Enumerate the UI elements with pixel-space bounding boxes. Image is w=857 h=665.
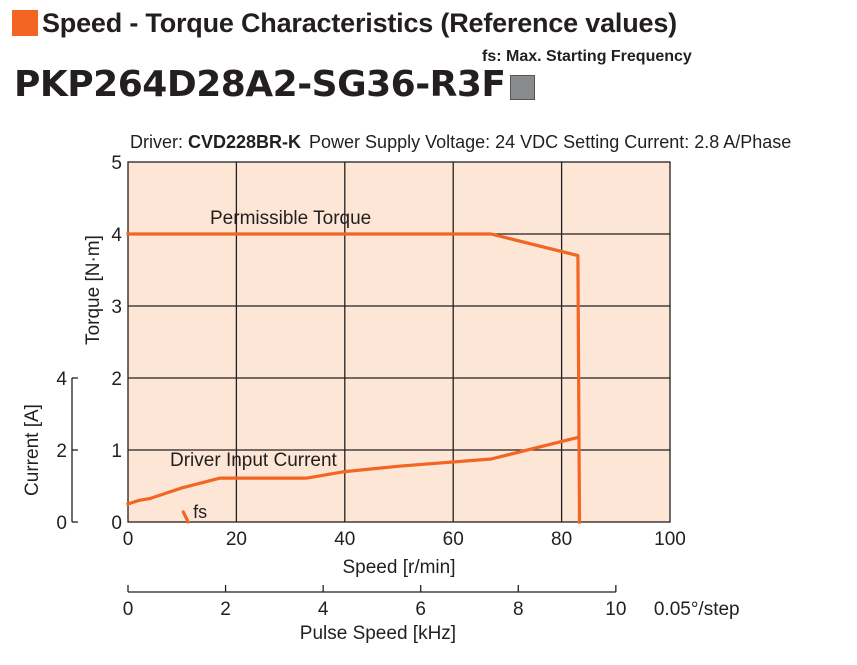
fs-note: fs: Max. Starting Frequency — [482, 48, 692, 65]
y-tick-label: 0 — [111, 513, 122, 534]
model-number: PKP264D28A2-SG36-R3F — [14, 62, 535, 106]
current-axis-label: Current [A] — [22, 404, 43, 496]
x-tick-label: 60 — [443, 529, 464, 550]
torque-curve — [126, 232, 582, 524]
pulse-tick-label: 4 — [318, 599, 329, 620]
current-tick-label: 2 — [56, 441, 67, 462]
y-tick-label: 1 — [111, 441, 122, 462]
current-curve — [125, 435, 580, 507]
pulse-tick-label: 6 — [415, 599, 426, 620]
x-axis-label: Speed [r/min] — [343, 557, 456, 578]
driver-line: Driver: CVD228BR-K Power Supply Voltage: 2… — [130, 132, 791, 152]
current-tick-label: 4 — [56, 369, 67, 390]
plot-frame — [127, 161, 671, 523]
x-tick-label: 40 — [334, 529, 355, 550]
x-tick-label: 100 — [654, 529, 686, 550]
driver-name: CVD228BR-K — [188, 132, 301, 152]
heading-title: Speed - Torque Characteristics (Referenc… — [42, 7, 677, 38]
fs-marker — [181, 510, 190, 524]
pulse-axis-label: Pulse Speed [kHz] — [300, 623, 456, 644]
model-text: PKP264D28A2-SG36-R3F — [14, 63, 506, 105]
x-tick-label: 80 — [551, 529, 572, 550]
heading-marker — [12, 10, 38, 36]
model-swatch — [509, 74, 535, 100]
current-series-label: Driver Input Current — [170, 450, 338, 471]
driver-label: Driver: — [130, 132, 183, 152]
driver-settings: Power Supply Voltage: 24 VDC Setting Cur… — [309, 132, 791, 152]
y-tick-label: 2 — [111, 369, 122, 390]
pulse-tick-label: 2 — [220, 599, 231, 620]
y-tick-label: 3 — [111, 297, 122, 318]
x-tick-label: 0 — [123, 529, 134, 550]
current-tick-label: 0 — [56, 513, 67, 534]
y-axis-label: Torque [N·m] — [83, 235, 104, 345]
y-tick-label: 4 — [111, 225, 122, 246]
pulse-unit-note: 0.05°/step — [654, 599, 740, 620]
torque-series-label: Permissible Torque — [210, 208, 371, 229]
pulse-tick-label: 10 — [605, 599, 626, 620]
section-heading: Speed - Torque Characteristics (Referenc… — [12, 6, 677, 40]
y-tick-label: 5 — [111, 153, 122, 174]
pulse-tick-label: 8 — [513, 599, 524, 620]
fs-label: fs — [193, 502, 207, 522]
pulse-tick-label: 0 — [123, 599, 134, 620]
x-tick-label: 20 — [226, 529, 247, 550]
